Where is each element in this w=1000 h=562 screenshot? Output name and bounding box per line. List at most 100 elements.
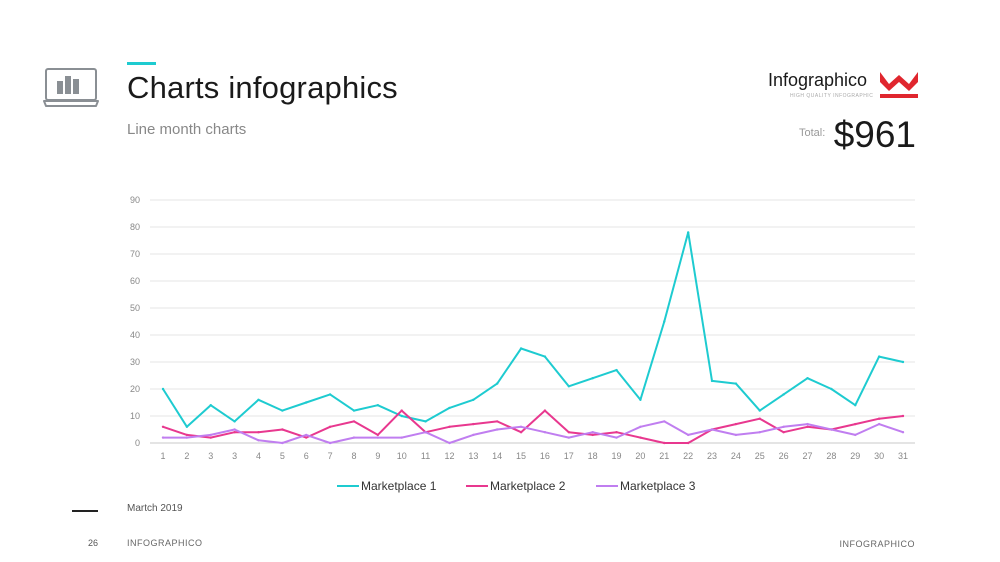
x-tick-label: 24	[731, 451, 741, 461]
data-point	[782, 393, 785, 396]
data-point	[400, 409, 403, 412]
data-point	[185, 433, 189, 437]
data-point	[495, 382, 499, 385]
x-tick-label: 29	[850, 451, 860, 461]
data-point	[352, 436, 356, 439]
data-point	[400, 436, 403, 439]
data-point	[400, 414, 403, 418]
data-point	[424, 420, 427, 423]
data-point	[305, 401, 308, 404]
data-point	[448, 425, 451, 428]
footer-brand-left: INFOGRAPHICO	[127, 538, 203, 548]
data-point	[591, 377, 594, 380]
legend-swatch	[466, 485, 488, 487]
data-point	[376, 404, 380, 407]
x-tick-label: 26	[779, 451, 789, 461]
x-tick-label: 9	[375, 451, 380, 461]
title-accent-bar	[127, 62, 156, 65]
legend-label: Marketplace 2	[490, 479, 566, 493]
legend-swatch	[596, 485, 618, 487]
data-point	[663, 320, 666, 323]
y-tick-label: 30	[130, 357, 140, 367]
data-point	[639, 398, 642, 401]
data-point	[615, 431, 618, 434]
data-point	[257, 398, 260, 401]
data-point	[519, 431, 523, 434]
page-number: 26	[88, 538, 99, 548]
y-tick-label: 80	[130, 222, 140, 232]
data-point	[281, 409, 284, 412]
y-tick-label: 40	[130, 330, 140, 340]
data-point	[472, 398, 475, 401]
data-point	[806, 377, 809, 380]
y-tick-label: 10	[130, 411, 140, 421]
data-point	[281, 441, 284, 445]
data-point	[615, 368, 618, 372]
x-tick-label: 3	[232, 451, 237, 461]
crown-logo-icon	[880, 72, 918, 98]
y-tick-label: 50	[130, 303, 140, 313]
y-tick-label: 90	[130, 195, 140, 205]
data-point	[543, 355, 547, 358]
data-point	[615, 436, 618, 439]
page-title: Charts infographics	[127, 70, 398, 105]
data-point	[543, 431, 547, 434]
x-tick-label: 6	[304, 451, 309, 461]
footer-brand-right: INFOGRAPHICO	[839, 539, 915, 549]
series-line-marketplace-2	[162, 409, 904, 444]
data-point	[281, 428, 284, 431]
data-point	[782, 425, 785, 428]
data-point	[854, 433, 857, 437]
data-point	[901, 360, 905, 364]
data-point	[161, 436, 165, 439]
x-tick-label: 19	[612, 451, 622, 461]
footer-dash	[72, 510, 98, 512]
data-point	[639, 425, 642, 428]
data-point	[663, 441, 666, 445]
data-point	[710, 379, 714, 383]
data-point	[257, 431, 260, 434]
chart-date: Martch 2019	[127, 503, 183, 514]
data-point	[806, 422, 809, 426]
total-value: $961	[833, 114, 916, 155]
legend-item-marketplace-3: Marketplace 3	[596, 479, 695, 493]
x-tick-label: 11	[421, 451, 430, 461]
data-point	[639, 436, 642, 439]
data-point	[877, 355, 881, 358]
data-point	[328, 393, 332, 396]
y-tick-label: 0	[135, 438, 140, 448]
x-tick-label: 30	[874, 451, 884, 461]
data-point	[305, 436, 308, 439]
data-point	[734, 433, 738, 437]
data-point	[901, 431, 905, 434]
data-point	[257, 439, 260, 442]
y-tick-label: 70	[130, 249, 140, 259]
data-point	[758, 409, 761, 412]
brand-name: Infographico	[768, 70, 868, 90]
data-point	[209, 436, 212, 439]
data-point	[591, 433, 594, 437]
chart-legend: Marketplace 1 Marketplace 2 Marketplace …	[0, 479, 1000, 497]
series-line-marketplace-3	[163, 420, 904, 444]
data-point	[686, 441, 690, 445]
data-point	[877, 417, 881, 420]
data-point	[686, 231, 690, 234]
data-point	[567, 436, 571, 439]
data-point	[233, 428, 236, 431]
data-point	[591, 431, 594, 434]
data-point	[305, 433, 308, 437]
x-tick-label: 7	[328, 451, 333, 461]
data-point	[161, 387, 165, 391]
legend-label: Marketplace 3	[620, 479, 696, 493]
x-tick-label: 18	[588, 451, 598, 461]
data-point	[854, 404, 857, 407]
data-point	[710, 428, 714, 431]
data-point	[495, 420, 499, 423]
data-point	[352, 420, 356, 423]
data-point	[734, 422, 738, 426]
data-point	[185, 436, 189, 439]
x-tick-label: 22	[683, 451, 693, 461]
laptop-chart-icon	[43, 68, 99, 107]
data-point	[854, 422, 857, 426]
